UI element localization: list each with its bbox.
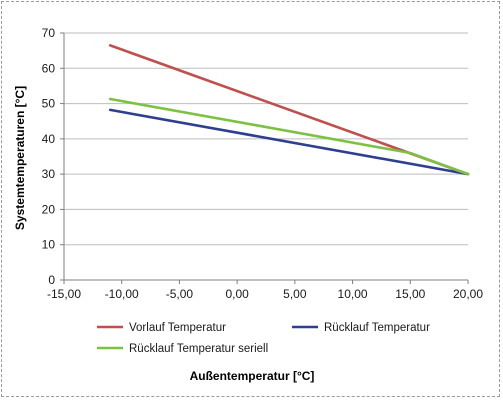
y-axis-title: Systemtemperaturen [°C] bbox=[13, 86, 27, 230]
y-tick-label: 20 bbox=[42, 202, 56, 216]
x-axis-title: Außentemperatur [°C] bbox=[190, 369, 315, 383]
x-tick-label: -5,00 bbox=[166, 287, 194, 301]
x-tick-label: 15,00 bbox=[395, 287, 425, 301]
y-tick-labels: 0 10 20 30 40 50 60 70 bbox=[42, 26, 56, 287]
x-tick-label: 5,00 bbox=[283, 287, 307, 301]
x-tick-label: -15,00 bbox=[47, 287, 81, 301]
y-tick-label: 30 bbox=[42, 167, 56, 181]
x-tick-label: 10,00 bbox=[338, 287, 368, 301]
legend: Vorlauf Temperatur Rücklauf Temperatur Rüc… bbox=[97, 322, 430, 355]
series-lines bbox=[108, 44, 470, 176]
x-tick-labels: -15,00 -10,00 -5,00 0,00 5,00 10,00 15,00 20,00 bbox=[47, 287, 483, 301]
legend-label-3: Rücklauf Temperatur seriell bbox=[129, 343, 268, 355]
axes bbox=[60, 32, 469, 284]
x-tick-label: 20,00 bbox=[453, 287, 483, 301]
y-tick-label: 0 bbox=[48, 273, 55, 287]
legend-label-2: Rücklauf Temperatur bbox=[324, 322, 430, 334]
x-tick-label: -10,00 bbox=[105, 287, 139, 301]
series-line-3 bbox=[108, 97, 470, 176]
y-tick-label: 60 bbox=[42, 61, 56, 75]
series-line-2 bbox=[108, 108, 470, 176]
x-tick-label: 0,00 bbox=[225, 287, 249, 301]
legend-label-1: Vorlauf Temperatur bbox=[129, 322, 226, 334]
y-tick-label: 40 bbox=[42, 132, 56, 146]
y-tick-label: 10 bbox=[42, 238, 56, 252]
y-tick-label: 70 bbox=[42, 26, 56, 40]
y-tick-label: 50 bbox=[42, 97, 56, 111]
